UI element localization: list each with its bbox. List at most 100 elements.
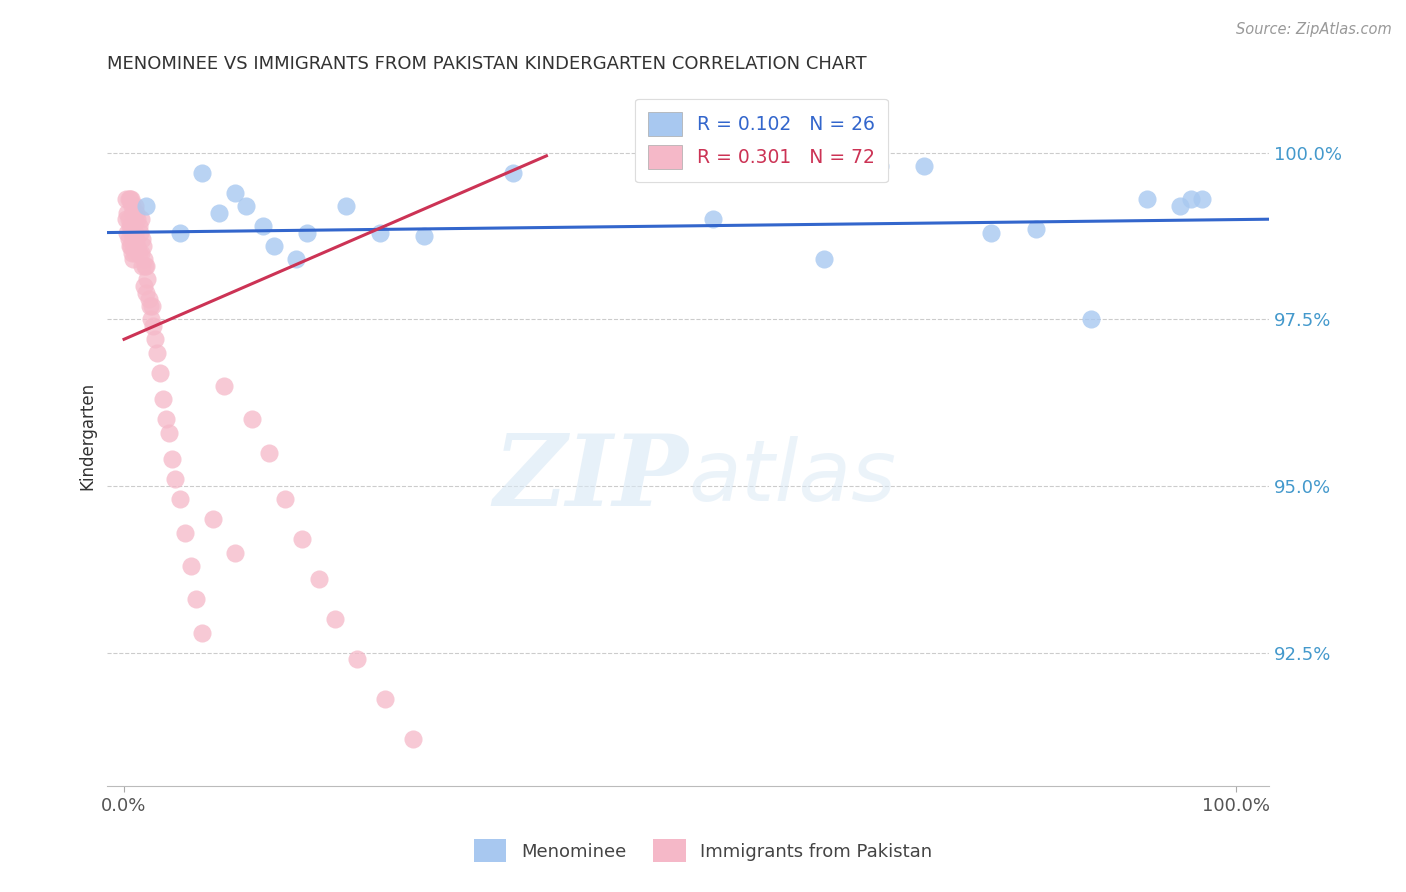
Point: [117, 232, 139, 246]
Point: [346, 652, 368, 666]
Point: [118, 219, 141, 233]
Point: [152, 392, 174, 407]
Point: [335, 199, 357, 213]
Point: [165, 472, 187, 486]
Point: [980, 226, 1002, 240]
Point: [308, 573, 330, 587]
Point: [122, 205, 145, 219]
Point: [169, 226, 191, 240]
Point: [235, 199, 257, 213]
Point: [124, 226, 146, 240]
Point: [117, 192, 139, 206]
Point: [149, 366, 172, 380]
Point: [115, 192, 138, 206]
Point: [636, 159, 658, 173]
Text: MENOMINEE VS IMMIGRANTS FROM PAKISTAN KINDERGARTEN CORRELATION CHART: MENOMINEE VS IMMIGRANTS FROM PAKISTAN KI…: [107, 55, 868, 73]
Legend: Menominee, Immigrants from Pakistan: Menominee, Immigrants from Pakistan: [467, 832, 939, 870]
Point: [132, 279, 155, 293]
Point: [212, 379, 235, 393]
Legend: R = 0.102   N = 26, R = 0.301   N = 72: R = 0.102 N = 26, R = 0.301 N = 72: [636, 99, 887, 183]
Point: [118, 239, 141, 253]
Point: [120, 239, 142, 253]
Point: [131, 232, 153, 246]
Point: [121, 245, 143, 260]
Point: [157, 425, 180, 440]
Point: [160, 452, 183, 467]
Point: [274, 492, 297, 507]
Point: [128, 219, 150, 233]
Text: ZIP: ZIP: [494, 430, 688, 526]
Point: [224, 186, 246, 200]
Point: [1080, 312, 1102, 326]
Point: [122, 212, 145, 227]
Point: [118, 192, 141, 206]
Point: [125, 232, 148, 246]
Point: [702, 212, 724, 227]
Point: [291, 533, 314, 547]
Point: [117, 205, 139, 219]
Text: Source: ZipAtlas.com: Source: ZipAtlas.com: [1236, 22, 1392, 37]
Point: [122, 252, 145, 267]
Point: [138, 299, 160, 313]
Point: [128, 226, 150, 240]
Point: [240, 412, 263, 426]
Point: [502, 165, 524, 179]
Point: [263, 239, 285, 253]
Point: [124, 199, 146, 213]
Point: [1191, 192, 1213, 206]
Y-axis label: Kindergarten: Kindergarten: [79, 382, 96, 490]
Text: atlas: atlas: [688, 436, 896, 519]
Point: [135, 199, 157, 213]
Point: [869, 159, 891, 173]
Point: [135, 259, 157, 273]
Point: [127, 212, 149, 227]
Point: [180, 559, 202, 574]
Point: [257, 445, 280, 459]
Point: [1180, 192, 1202, 206]
Point: [125, 205, 148, 219]
Point: [141, 299, 163, 313]
Point: [207, 205, 229, 219]
Point: [191, 625, 214, 640]
Point: [122, 232, 145, 246]
Point: [138, 292, 160, 306]
Point: [368, 226, 391, 240]
Point: [142, 318, 165, 333]
Point: [201, 512, 224, 526]
Point: [132, 239, 155, 253]
Point: [1024, 222, 1046, 236]
Point: [120, 219, 142, 233]
Point: [252, 219, 274, 233]
Point: [402, 732, 425, 747]
Point: [136, 272, 159, 286]
Point: [143, 332, 166, 346]
Point: [186, 592, 208, 607]
Point: [132, 252, 155, 267]
Point: [129, 212, 152, 227]
Point: [121, 199, 143, 213]
Point: [121, 226, 143, 240]
Point: [134, 259, 156, 273]
Point: [129, 245, 152, 260]
Point: [139, 312, 162, 326]
Point: [127, 239, 149, 253]
Point: [128, 245, 150, 260]
Point: [115, 212, 138, 227]
Point: [1136, 192, 1159, 206]
Point: [120, 192, 142, 206]
Point: [124, 245, 146, 260]
Point: [135, 285, 157, 300]
Point: [323, 612, 346, 626]
Point: [117, 226, 139, 240]
Point: [374, 692, 396, 706]
Point: [155, 412, 177, 426]
Point: [912, 159, 935, 173]
Point: [297, 226, 319, 240]
Point: [174, 525, 197, 540]
Point: [413, 228, 436, 243]
Point: [117, 212, 139, 227]
Point: [131, 259, 153, 273]
Point: [813, 252, 835, 267]
Point: [224, 546, 246, 560]
Point: [1168, 199, 1191, 213]
